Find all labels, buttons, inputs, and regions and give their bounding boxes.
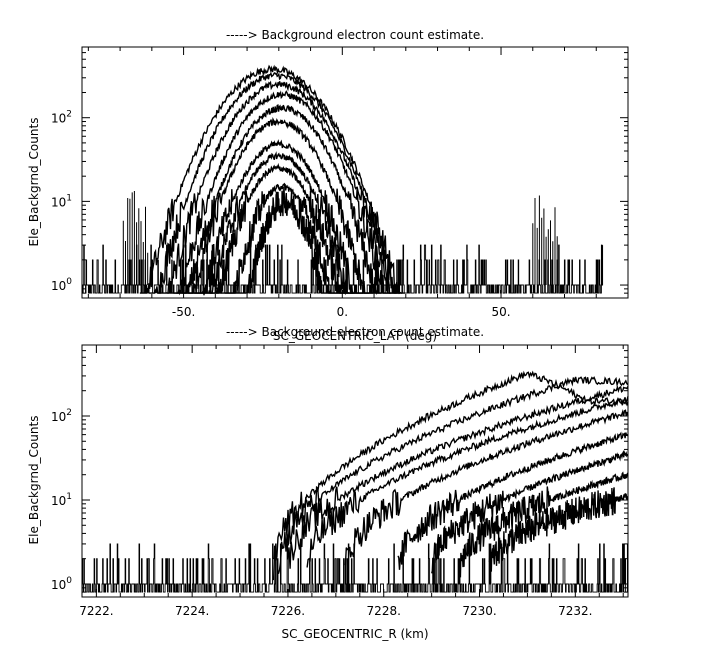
chart-title-top: -----> Background electron count estimat… (226, 28, 484, 42)
count-series-7 (430, 449, 629, 574)
count-series-10 (209, 182, 355, 294)
count-series-6 (176, 116, 382, 294)
chart-title-bottom: -----> Background electron count estimat… (226, 325, 484, 339)
count-series-6 (397, 431, 629, 570)
x-axis-top: -50. 0. 50. (87, 47, 629, 319)
noise-floor-trace (81, 543, 629, 593)
x-axis-label-bottom: SC_GEOCENTRIC_R (km) (282, 627, 429, 641)
count-series-1 (272, 370, 629, 581)
count-series-8 (459, 471, 629, 578)
count-series-3 (158, 80, 400, 294)
x-tick-label: 7228. (367, 604, 401, 618)
x-tick-label: 0. (337, 305, 348, 319)
plot-area-bottom (81, 370, 629, 593)
spike-cluster-1 (122, 191, 149, 285)
count-series-2 (277, 376, 629, 574)
y-axis-top: 102 101 100 (51, 46, 628, 299)
panel-top: -----> Background electron count estimat… (27, 28, 629, 343)
count-series-2 (149, 71, 403, 294)
x-tick-label: 7224. (175, 604, 209, 618)
y-tick-label: 102 (51, 408, 72, 424)
y-tick-label: 101 (51, 492, 72, 508)
x-tick-label: -50. (172, 305, 195, 319)
panel-bottom: -----> Background electron count estimat… (27, 325, 629, 641)
count-series-3 (287, 384, 629, 569)
x-tick-label: 7222. (79, 604, 113, 618)
count-series-1 (139, 64, 406, 295)
count-series-4 (167, 90, 397, 296)
x-tick-label: 7226. (271, 604, 305, 618)
x-axis-bottom: 7222. 7224. 7226. 7228. 7230. 7232. (79, 345, 624, 618)
spike-cluster-2 (532, 195, 558, 285)
count-series-5 (344, 409, 629, 566)
count-series-8 (188, 151, 370, 296)
x-axis-label-top: SC_GEOCENTRIC_LAT (deg) (273, 329, 437, 343)
plot-frame-top (81, 46, 629, 299)
y-tick-label: 100 (51, 277, 72, 293)
x-tick-label: 7232. (558, 604, 592, 618)
plot-area-top (82, 64, 604, 296)
y-axis-label-bottom: Ele_Backgrnd_Counts (27, 416, 41, 545)
y-tick-label: 100 (51, 576, 72, 592)
x-tick-label: 7230. (462, 604, 496, 618)
y-axis-label-top: Ele_Backgrnd_Counts (27, 118, 41, 247)
count-series-7 (182, 139, 376, 296)
y-axis-bottom: 102 101 100 (51, 344, 628, 598)
count-series-9 (194, 162, 364, 294)
plot-frame-bottom (81, 344, 629, 598)
count-series-9 (488, 487, 629, 572)
count-series-11 (224, 186, 346, 294)
x-tick-label: 50. (491, 305, 510, 319)
count-series-5 (173, 104, 391, 295)
y-tick-label: 101 (51, 193, 72, 209)
y-tick-label: 102 (51, 110, 72, 126)
count-series-4 (306, 396, 629, 568)
